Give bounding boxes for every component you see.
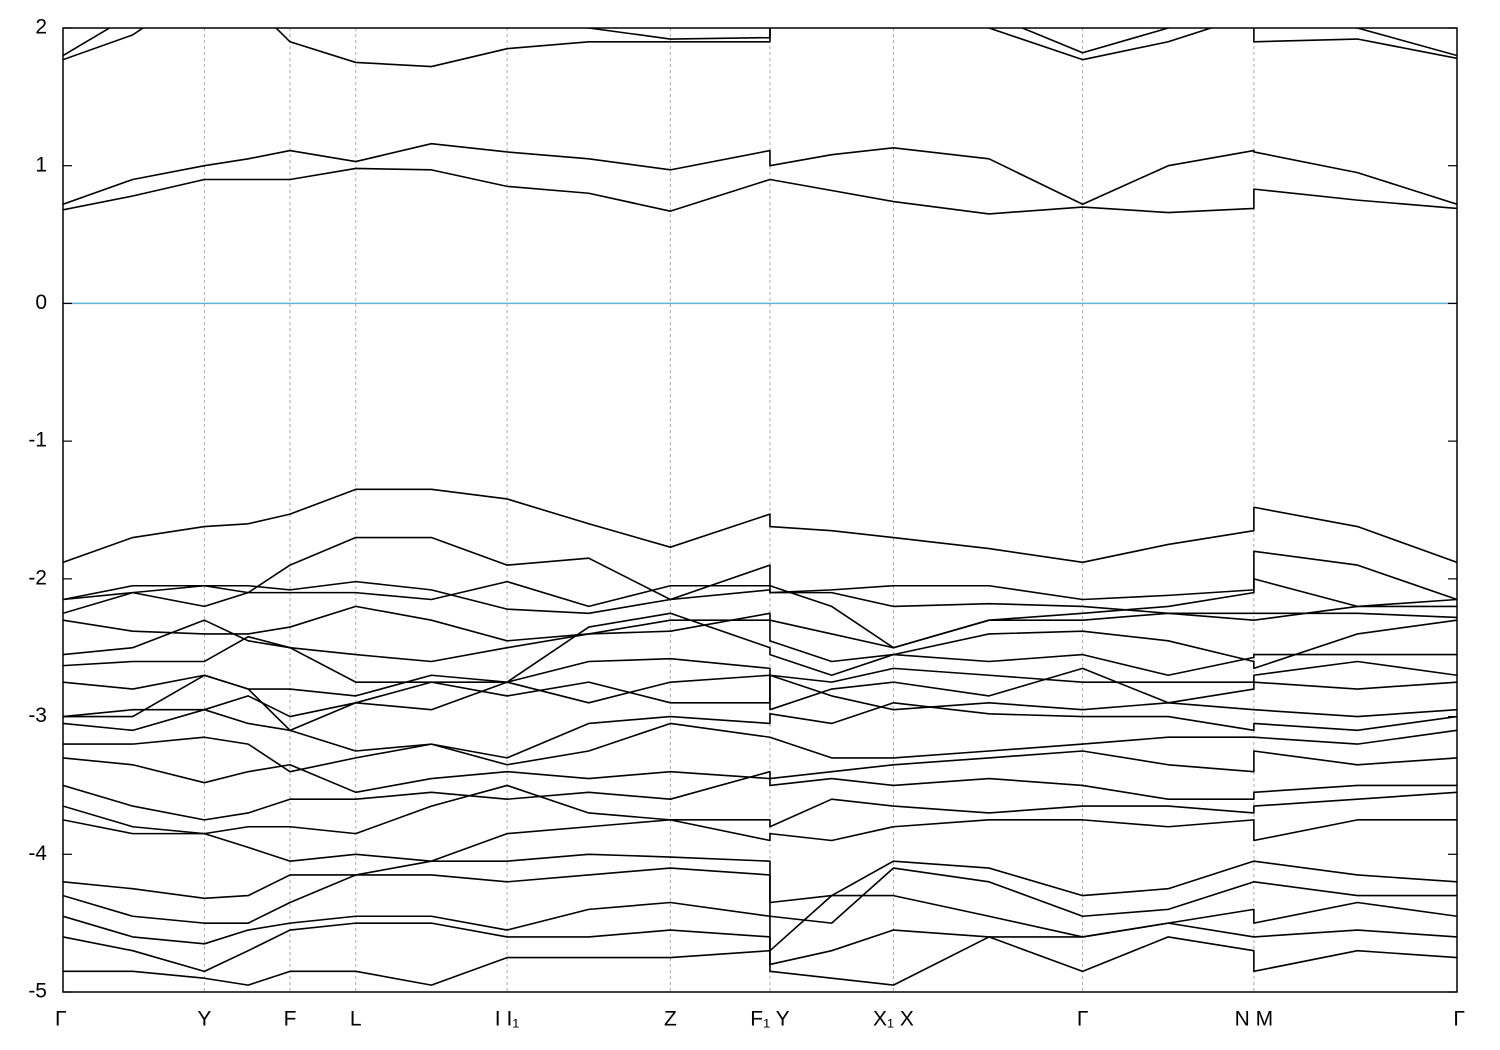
band-line (63, 488, 1457, 564)
band-line (63, 167, 1457, 215)
plot-frame (62, 27, 1458, 993)
band-line (63, 922, 1457, 973)
x-tick-label: X₁ X (873, 1008, 914, 1031)
band-line (63, 619, 1457, 670)
x-tick-label: I I₁ (495, 1008, 520, 1031)
x-tick-label: Γ (1453, 1008, 1465, 1031)
y-tick-label: -5 (28, 980, 47, 1003)
band-line (63, 28, 1457, 68)
band-line (63, 28, 1457, 57)
plot-area (63, 28, 1457, 986)
x-tick-label: Γ (55, 1008, 67, 1031)
band-line (63, 770, 1457, 821)
x-tick-label: L (350, 1008, 362, 1031)
y-tick-label: -3 (28, 704, 47, 727)
x-tick-label: Γ (1077, 1008, 1089, 1031)
band-line (63, 784, 1457, 835)
y-tick-label: 2 (35, 16, 47, 39)
band-line (63, 867, 1457, 924)
band-line (63, 578, 1457, 615)
band-line (63, 722, 1457, 773)
band-line (63, 598, 1457, 649)
y-tick-label: 1 (35, 153, 47, 176)
band-line (63, 612, 1457, 683)
y-tick-label: -4 (28, 842, 47, 865)
band-line (63, 853, 1457, 904)
y-tick-label: 0 (35, 291, 47, 314)
x-tick-label: F (284, 1008, 297, 1031)
band-line (63, 750, 1457, 794)
band-line (63, 702, 1457, 759)
band-line (63, 819, 1457, 862)
x-tick-label: Z (664, 1008, 677, 1031)
x-tick-label: Y (197, 1008, 211, 1031)
band-line (63, 936, 1457, 986)
x-tick-label: N M (1235, 1008, 1274, 1031)
band-line (63, 894, 1457, 952)
band-line (63, 580, 1457, 619)
labels: 2 1 0 -1 -2 -3 -4 -5 Γ Y F L I I₁ Z F₁ Y X₁ X Γ N M Γ (28, 16, 1465, 1031)
band-line (63, 674, 1457, 732)
grid (62, 28, 1458, 992)
y-tick-label: -1 (28, 429, 47, 452)
band-line (63, 536, 1457, 649)
band-line (63, 142, 1457, 206)
y-tick-label: -2 (28, 566, 47, 589)
band-line (63, 657, 1457, 697)
x-tick-label: F₁ Y (750, 1008, 789, 1031)
